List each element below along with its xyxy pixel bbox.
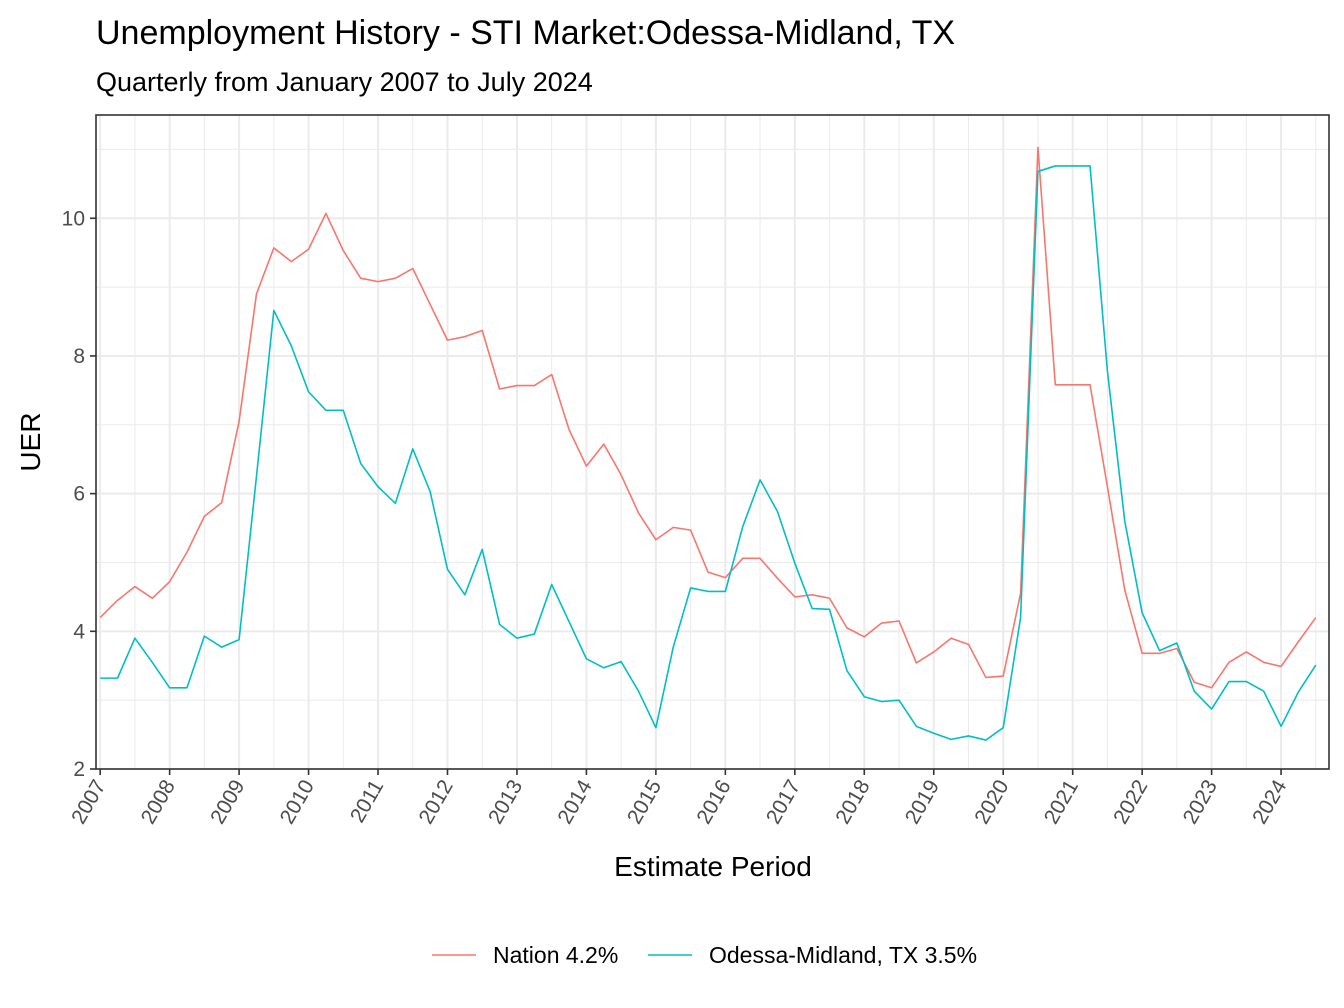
legend: Nation 4.2% Odessa-Midland, TX 3.5% [432,942,977,968]
x-tick-label: 2016 [692,776,735,828]
x-tick-label: 2014 [553,776,596,828]
series-line-nation [99,146,1317,689]
x-tick-label: 2024 [1248,776,1291,828]
y-axis-title: UER [15,412,46,471]
y-tick-label: 2 [73,758,85,781]
y-tick-label: 8 [73,345,85,368]
chart-title: Unemployment History - STI Market:Odessa… [96,14,955,52]
legend-label-nation: Nation 4.2% [493,942,618,968]
x-tick-label: 2011 [346,776,389,827]
x-tick-label: 2015 [623,776,666,828]
x-tick-label: 2020 [970,776,1013,828]
x-tick-label: 2010 [276,776,319,828]
x-tick-label: 2017 [762,776,805,828]
y-axis: 2 4 6 8 10 [62,207,96,781]
x-tick-label: 2018 [831,776,874,828]
x-tick-label: 2012 [415,776,458,828]
legend-label-odessa-midland: Odessa-Midland, TX 3.5% [709,942,977,968]
x-tick-label: 2008 [137,776,180,828]
chart-subtitle: Quarterly from January 2007 to July 2024 [96,67,593,97]
y-tick-label: 6 [73,483,85,506]
y-tick-label: 4 [73,620,85,643]
plot-panel-border [95,114,1330,770]
x-axis-title: Estimate Period [614,851,812,882]
x-tick-label: 2023 [1179,776,1222,828]
minor-gridlines [96,115,1329,769]
major-gridlines [96,115,1329,770]
series-line-odessa-midland [100,165,1317,741]
x-tick-label: 2013 [484,776,527,828]
y-tick-label: 10 [62,207,85,230]
x-tick-label: 2009 [206,776,249,828]
x-tick-label: 2021 [1040,776,1083,828]
x-tick-label: 2022 [1109,776,1152,828]
series-lines [99,146,1317,741]
x-axis: 2007 2008 2009 2010 2011 2012 2013 2014 2015 2016… [67,769,1292,828]
x-tick-label: 2019 [901,776,944,828]
x-tick-label: 2007 [67,776,110,828]
